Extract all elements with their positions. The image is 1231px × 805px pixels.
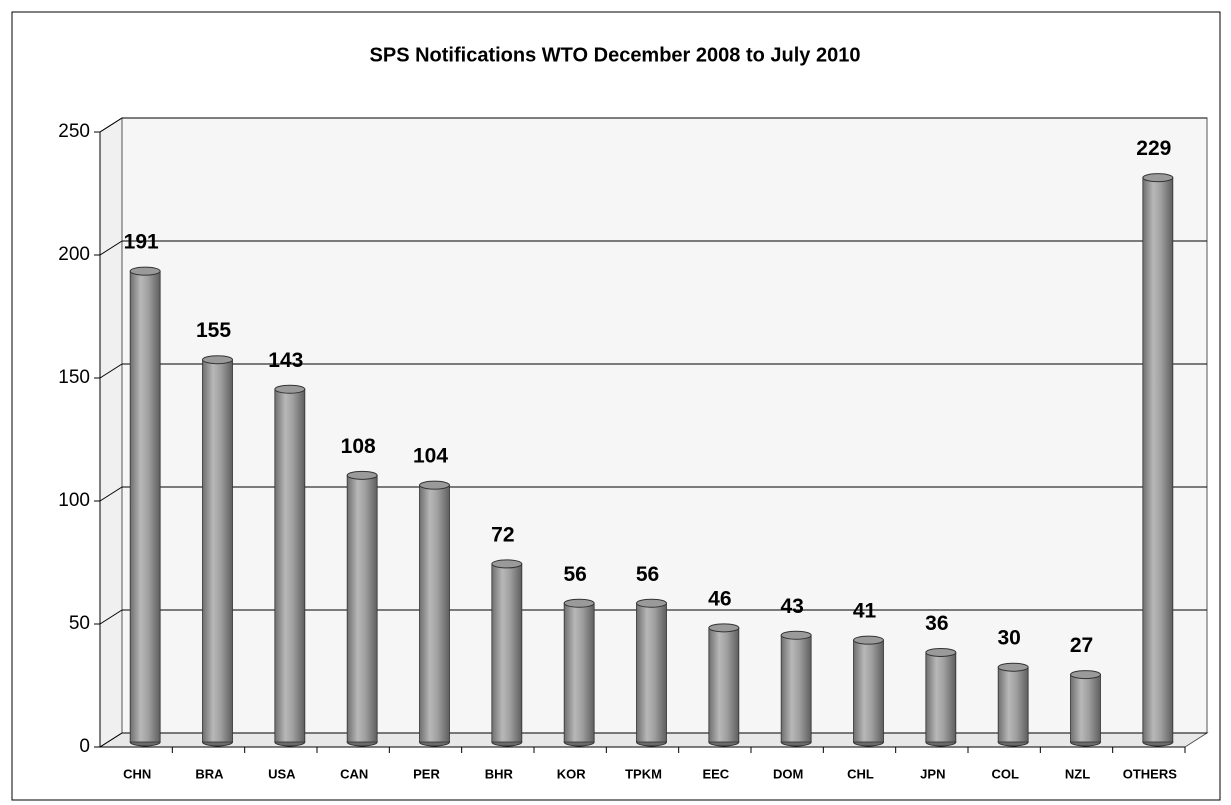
grid-line-side [99,609,123,625]
x-tick-label: CHL [847,766,874,781]
bar-top [853,635,884,645]
x-tick-label: CAN [340,766,368,781]
value-label: 30 [997,627,1020,650]
bar [780,634,812,743]
y-tick-label: 50 [69,613,90,634]
bar [129,270,161,743]
grid-line-side [99,240,123,256]
bar-top [708,623,740,633]
bar [636,602,667,743]
bar [853,639,884,743]
bar [708,627,740,743]
bar [925,652,957,743]
y-tick-label: 150 [58,367,90,388]
value-label: 108 [341,435,376,458]
bar [419,484,450,743]
bar-top [925,647,957,657]
value-label: 155 [196,319,231,342]
y-tick-label: 0 [79,736,90,757]
value-label: 56 [636,563,659,586]
value-label: 36 [925,612,948,635]
bar [491,563,523,743]
bar [1142,177,1174,743]
y-tick-label: 250 [58,121,90,142]
value-label: 104 [413,445,448,468]
bar-top [491,559,523,569]
x-tick-label: CHN [123,766,151,781]
value-label: 27 [1070,634,1093,657]
value-label: 56 [563,563,586,586]
bar-top [1070,670,1101,680]
bar [274,388,306,743]
bar-top [274,384,306,394]
x-tick-label: USA [268,766,296,781]
bar-top [202,355,233,365]
side-wall [99,117,123,748]
bar-top [419,480,450,490]
bar-top [636,598,667,608]
bar-top [780,630,812,640]
bar [563,602,595,743]
y-tick-label: 100 [58,490,90,511]
bar [1070,674,1101,743]
value-label: 191 [124,231,159,254]
bar [997,666,1029,743]
x-tick-label: TPKM [625,766,662,781]
x-tick-label: COL [991,766,1019,781]
x-tick-label: BRA [195,766,224,781]
value-label: 72 [491,523,514,546]
y-tick-label: 200 [58,244,90,265]
grid-line-side [99,732,123,748]
x-tick-label: DOM [773,766,803,781]
x-tick-label: JPN [920,766,945,781]
x-tick-label: KOR [557,766,587,781]
grid-line-side [99,363,123,379]
x-tick-label: OTHERS [1123,766,1178,781]
x-tick-label: PER [413,766,440,781]
value-label: 41 [853,600,877,623]
bar-top [129,266,161,276]
bar-top [1142,173,1174,183]
bar-top [997,662,1029,672]
value-label: 143 [268,349,303,372]
value-label: 43 [780,595,803,618]
bar-top [346,470,378,480]
grid-line-side [99,117,123,133]
grid-line-side [99,486,123,502]
value-label: 229 [1136,137,1171,160]
bar [202,359,233,743]
x-tick-label: EEC [702,766,729,781]
x-tick-label: BHR [485,766,514,781]
chart-title: SPS Notifications WTO December 2008 to J… [370,44,861,66]
value-label: 46 [708,587,731,610]
bar-top [563,598,595,608]
x-tick-label: NZL [1065,766,1090,781]
bar [346,474,378,743]
